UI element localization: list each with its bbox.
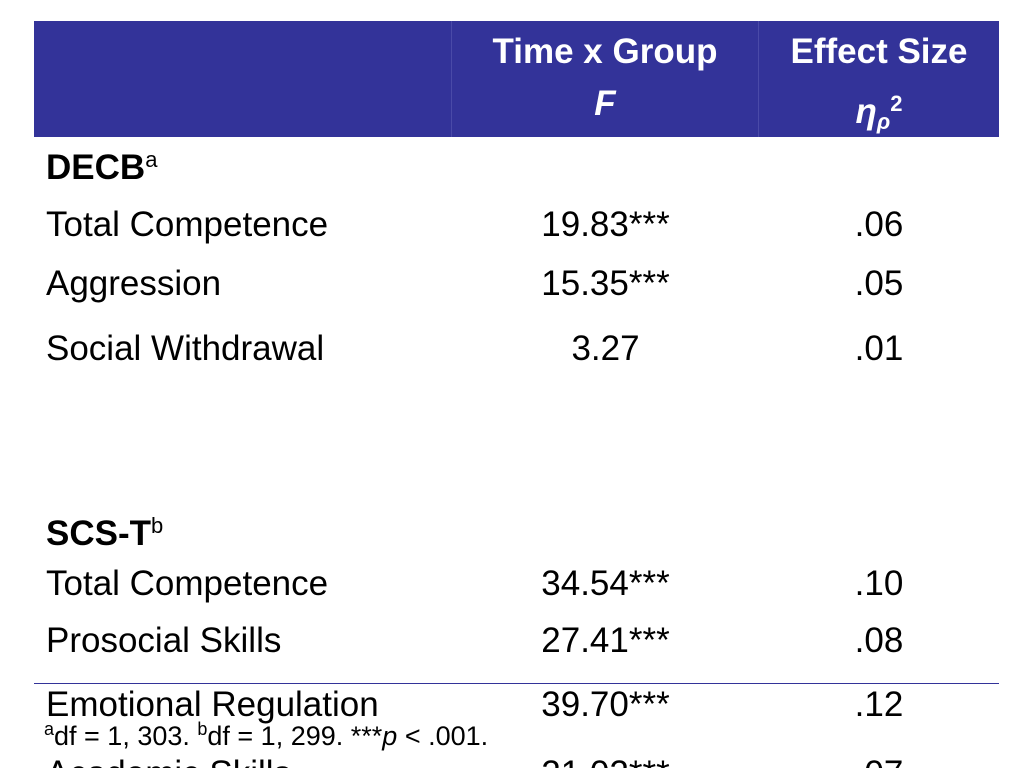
header-cell-time-x-group: Time x Group F bbox=[452, 21, 759, 137]
section-row-scs-t: SCS-Tb bbox=[34, 512, 999, 556]
row-label: Prosocial Skills bbox=[46, 621, 282, 660]
row-label: Total Competence bbox=[46, 205, 329, 244]
row-label: Total Competence bbox=[46, 564, 329, 603]
footnote-mark-b: b bbox=[197, 719, 208, 739]
header-time-x-group-label: Time x Group bbox=[492, 32, 718, 71]
table-body: DECBa Total Competence 19.83*** .06 Aggressi… bbox=[34, 137, 999, 768]
row-label: Aggression bbox=[46, 264, 222, 303]
results-table: Time x Group F Effect Size ηρ2 DECBa Tota… bbox=[34, 21, 999, 768]
header-cell-empty bbox=[34, 21, 452, 137]
section-row-decb: DECBa bbox=[34, 146, 999, 190]
table-row: Academic Skills 21.02***.07 bbox=[34, 752, 999, 768]
header-effect-size-label: Effect Size bbox=[790, 32, 968, 71]
eta-subscript: ρ bbox=[876, 109, 891, 134]
footnote-p-text: < .001. bbox=[397, 721, 489, 751]
section-title-text: DECB bbox=[46, 148, 146, 187]
f-value: 19.83*** bbox=[541, 205, 670, 244]
effect-size-value: .12 bbox=[854, 685, 904, 724]
section-title-text: SCS-T bbox=[46, 514, 151, 553]
f-value: 39.70*** bbox=[541, 685, 670, 724]
f-value: 3.27 bbox=[571, 329, 640, 368]
eta-symbol: η bbox=[855, 92, 877, 131]
effect-size-value: .08 bbox=[854, 621, 904, 660]
eta-superscript: 2 bbox=[890, 91, 903, 116]
footnote-mark-a: a bbox=[44, 719, 55, 739]
section-title-sup: b bbox=[151, 513, 164, 538]
row-label: Emotional Regulation bbox=[46, 685, 379, 724]
section-title-sup: a bbox=[145, 147, 158, 172]
section-title: DECBa bbox=[46, 146, 157, 190]
table-row: Aggression 15.35*** .05 bbox=[34, 262, 999, 306]
effect-size-value: .10 bbox=[854, 564, 904, 603]
header-eta-squared-label: ηρ2 bbox=[759, 83, 999, 143]
table-row: Total Competence 19.83*** .06 bbox=[34, 203, 999, 247]
header-f-statistic-label: F bbox=[594, 84, 616, 123]
table-row: Prosocial Skills 27.41*** .08 bbox=[34, 619, 999, 663]
effect-size-value: .06 bbox=[854, 205, 904, 244]
f-value: 21.02*** bbox=[452, 752, 759, 768]
table-row: Total Competence 34.54*** .10 bbox=[34, 562, 999, 606]
effect-size-value: .07 bbox=[759, 752, 999, 768]
table-footnote: adf = 1, 303. bdf = 1, 299. ***p < .001. bbox=[44, 716, 488, 756]
table-row: Social Withdrawal 3.27 .01 bbox=[34, 327, 999, 371]
row-label: Social Withdrawal bbox=[46, 329, 325, 368]
header-cell-effect-size: Effect Size ηρ2 bbox=[759, 21, 999, 137]
effect-size-value: .01 bbox=[854, 329, 904, 368]
f-value: 15.35*** bbox=[541, 264, 670, 303]
f-value: 34.54*** bbox=[541, 564, 670, 603]
table-header: Time x Group F Effect Size ηρ2 bbox=[34, 21, 999, 137]
footnote-a-text: df = 1, 303. bbox=[54, 721, 198, 751]
footnote-p-symbol: p bbox=[382, 721, 398, 751]
effect-size-value: .05 bbox=[854, 264, 904, 303]
row-label: Academic Skills bbox=[46, 752, 291, 768]
table-row: Emotional Regulation 39.70*** .12 bbox=[34, 683, 999, 727]
section-title: SCS-Tb bbox=[46, 512, 163, 556]
footnote-b-text: df = 1, 299. *** bbox=[207, 721, 383, 751]
f-value: 27.41*** bbox=[541, 621, 670, 660]
